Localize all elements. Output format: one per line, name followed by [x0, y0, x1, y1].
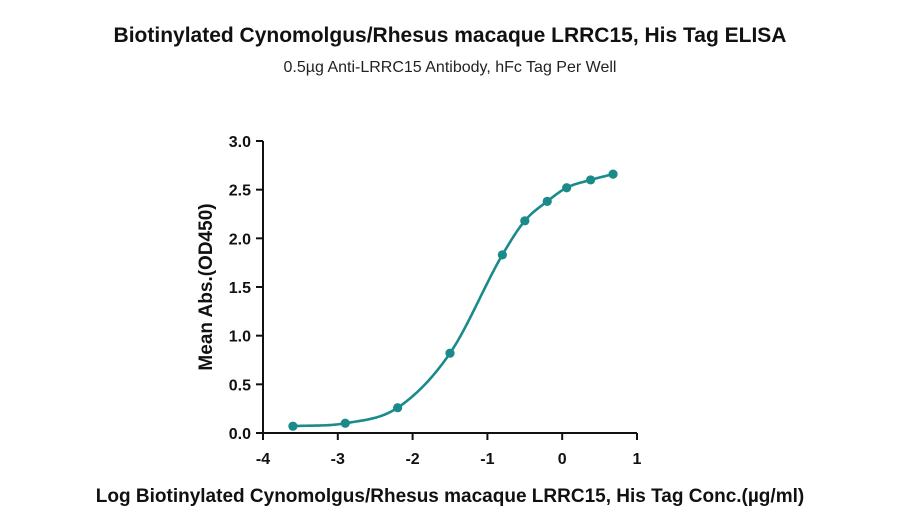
tick-labels-layer: 0.0 0.5 1.0 1.5 2.0 2.5 3.0 -4 -3 -2 -1 0 1 [229, 134, 642, 468]
data-point [520, 216, 530, 226]
y-tick-label: 1.5 [229, 280, 251, 297]
data-point [542, 196, 552, 206]
y-tick-label: 2.5 [229, 183, 251, 200]
x-tick-label: -3 [331, 451, 345, 468]
y-tick-label: 2.0 [229, 231, 251, 248]
fit-curve [292, 172, 614, 428]
data-point [497, 250, 507, 260]
x-tick-label: 1 [633, 451, 642, 468]
data-point [393, 403, 403, 413]
chart-title: Biotinylated Cynomolgus/Rhesus macaque L… [113, 24, 787, 47]
data-point [562, 183, 572, 193]
data-point [445, 348, 455, 358]
y-axis-title: Mean Abs.(OD450) [196, 203, 217, 370]
y-tick-label: 1.0 [229, 329, 251, 346]
y-tick-label: 3.0 [229, 134, 251, 151]
axes [256, 140, 638, 440]
data-points-layer [288, 169, 618, 431]
data-point [288, 421, 298, 431]
y-tick-label: 0.0 [229, 426, 251, 443]
data-point [608, 169, 618, 179]
fit-curve-layer [292, 172, 614, 428]
y-tick-label: 0.5 [229, 377, 251, 394]
x-tick-label: -4 [256, 451, 270, 468]
data-point [340, 418, 350, 428]
x-tick-label: 0 [558, 451, 567, 468]
x-tick-label: -1 [480, 451, 494, 468]
data-point [586, 175, 596, 185]
x-axis-title: Log Biotinylated Cynomolgus/Rhesus macaq… [96, 486, 804, 507]
x-tick-label: -2 [405, 451, 419, 468]
chart-subtitle: 0.5µg Anti-LRRC15 Antibody, hFc Tag Per … [283, 59, 617, 76]
